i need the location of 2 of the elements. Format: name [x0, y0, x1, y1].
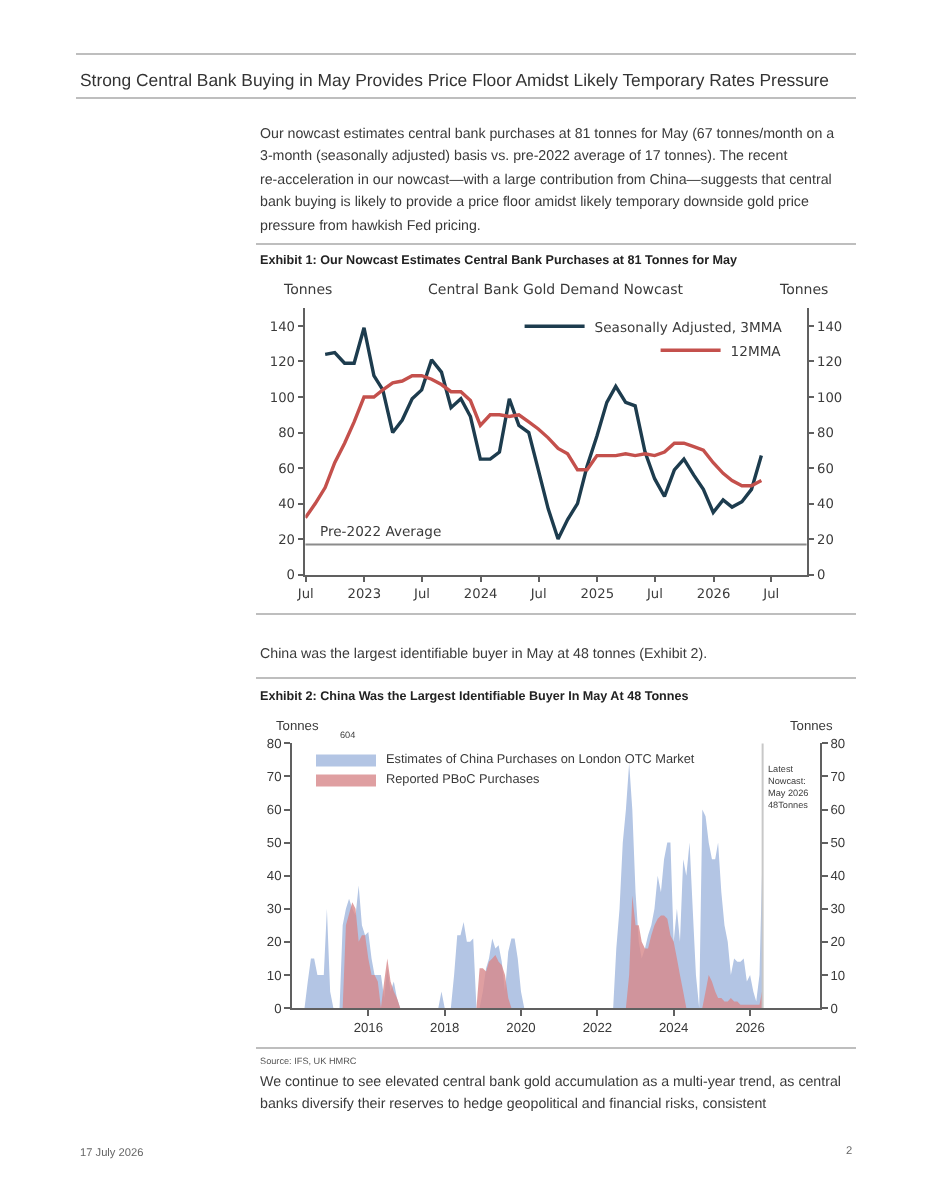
text: Strong Central Bank Buying in May Provides Price Floor Amidst Likely Temporary Rates Pressure — [80, 70, 830, 90]
line-series — [305, 373, 764, 520]
